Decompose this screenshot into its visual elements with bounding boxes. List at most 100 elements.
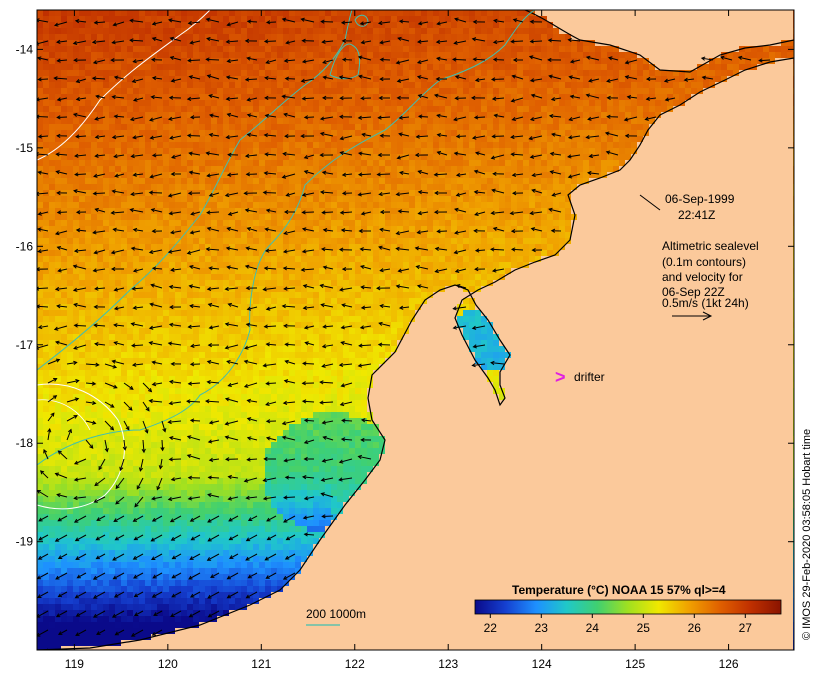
sst-cell bbox=[97, 262, 103, 268]
sst-cell bbox=[289, 58, 295, 64]
sst-cell bbox=[127, 172, 133, 178]
sst-cell bbox=[151, 262, 157, 268]
sst-cell bbox=[403, 148, 409, 154]
sst-cell bbox=[367, 64, 373, 70]
sst-cell bbox=[607, 64, 613, 70]
sst-cell bbox=[457, 16, 463, 22]
sst-cell bbox=[217, 292, 223, 298]
sst-cell bbox=[415, 22, 421, 28]
sst-cell bbox=[613, 58, 619, 64]
sst-cell bbox=[241, 286, 247, 292]
sst-cell bbox=[91, 142, 97, 148]
sst-cell bbox=[193, 226, 199, 232]
sst-cell bbox=[157, 328, 163, 334]
sst-cell bbox=[325, 184, 331, 190]
sst-cell bbox=[187, 118, 193, 124]
sst-cell bbox=[463, 166, 469, 172]
sst-cell bbox=[139, 94, 145, 100]
sst-cell bbox=[175, 316, 181, 322]
sst-cell bbox=[463, 40, 469, 46]
sst-cell bbox=[325, 262, 331, 268]
sst-cell bbox=[499, 100, 505, 106]
sst-cell bbox=[307, 184, 313, 190]
sst-cell bbox=[433, 184, 439, 190]
sst-cell bbox=[565, 142, 571, 148]
sst-cell bbox=[613, 46, 619, 52]
sst-cell bbox=[541, 142, 547, 148]
sst-cell bbox=[121, 100, 127, 106]
sst-cell bbox=[547, 94, 553, 100]
sst-cell bbox=[253, 202, 259, 208]
sst-cell bbox=[469, 178, 475, 184]
sst-cell bbox=[427, 274, 433, 280]
sst-cell bbox=[187, 166, 193, 172]
sst-cell bbox=[697, 82, 703, 88]
sst-cell bbox=[637, 136, 643, 142]
sst-cell bbox=[367, 10, 373, 16]
sst-cell bbox=[199, 148, 205, 154]
sst-cell bbox=[475, 172, 481, 178]
sst-cell bbox=[253, 280, 259, 286]
sst-cell bbox=[349, 238, 355, 244]
sst-cell bbox=[211, 214, 217, 220]
sst-cell bbox=[385, 124, 391, 130]
sst-cell bbox=[37, 34, 43, 40]
sst-cell bbox=[337, 40, 343, 46]
sst-cell bbox=[43, 274, 49, 280]
sst-cell bbox=[319, 118, 325, 124]
sst-cell bbox=[127, 214, 133, 220]
sst-cell bbox=[331, 244, 337, 250]
sst-cell bbox=[307, 154, 313, 160]
sst-cell bbox=[193, 172, 199, 178]
sst-cell bbox=[517, 70, 523, 76]
sst-cell bbox=[313, 214, 319, 220]
sst-cell bbox=[253, 244, 259, 250]
sst-cell bbox=[493, 256, 499, 262]
sst-cell bbox=[37, 94, 43, 100]
sst-cell bbox=[241, 118, 247, 124]
sst-cell bbox=[523, 124, 529, 130]
sst-cell bbox=[499, 112, 505, 118]
sst-cell bbox=[655, 112, 661, 118]
sst-cell bbox=[43, 310, 49, 316]
sst-cell bbox=[571, 160, 577, 166]
sst-cell bbox=[217, 274, 223, 280]
sst-cell bbox=[565, 208, 571, 214]
sst-cell bbox=[439, 220, 445, 226]
sst-cell bbox=[553, 28, 559, 34]
sst-cell bbox=[325, 280, 331, 286]
sst-cell bbox=[343, 262, 349, 268]
sst-cell bbox=[103, 46, 109, 52]
sst-cell bbox=[49, 76, 55, 82]
sst-cell bbox=[121, 196, 127, 202]
sst-cell bbox=[175, 46, 181, 52]
sst-cell bbox=[103, 10, 109, 16]
sst-cell bbox=[49, 250, 55, 256]
sst-cell bbox=[145, 130, 151, 136]
sst-cell bbox=[133, 196, 139, 202]
sst-cell bbox=[403, 226, 409, 232]
sst-cell bbox=[127, 88, 133, 94]
sst-cell bbox=[79, 22, 85, 28]
sst-cell bbox=[235, 232, 241, 238]
sst-cell bbox=[433, 286, 439, 292]
sst-cell bbox=[67, 322, 73, 328]
sst-cell bbox=[343, 280, 349, 286]
sst-cell bbox=[433, 88, 439, 94]
sst-cell bbox=[205, 106, 211, 112]
sst-cell bbox=[721, 58, 727, 64]
sst-cell bbox=[403, 94, 409, 100]
sst-cell bbox=[415, 70, 421, 76]
sst-cell bbox=[175, 172, 181, 178]
sst-cell bbox=[331, 112, 337, 118]
sst-cell bbox=[163, 82, 169, 88]
sst-cell bbox=[199, 28, 205, 34]
sst-cell bbox=[565, 100, 571, 106]
sst-cell bbox=[463, 58, 469, 64]
sst-cell bbox=[499, 208, 505, 214]
sst-cell bbox=[133, 274, 139, 280]
sst-cell bbox=[151, 64, 157, 70]
sst-cell bbox=[241, 220, 247, 226]
sst-cell bbox=[121, 184, 127, 190]
sst-cell bbox=[307, 292, 313, 298]
